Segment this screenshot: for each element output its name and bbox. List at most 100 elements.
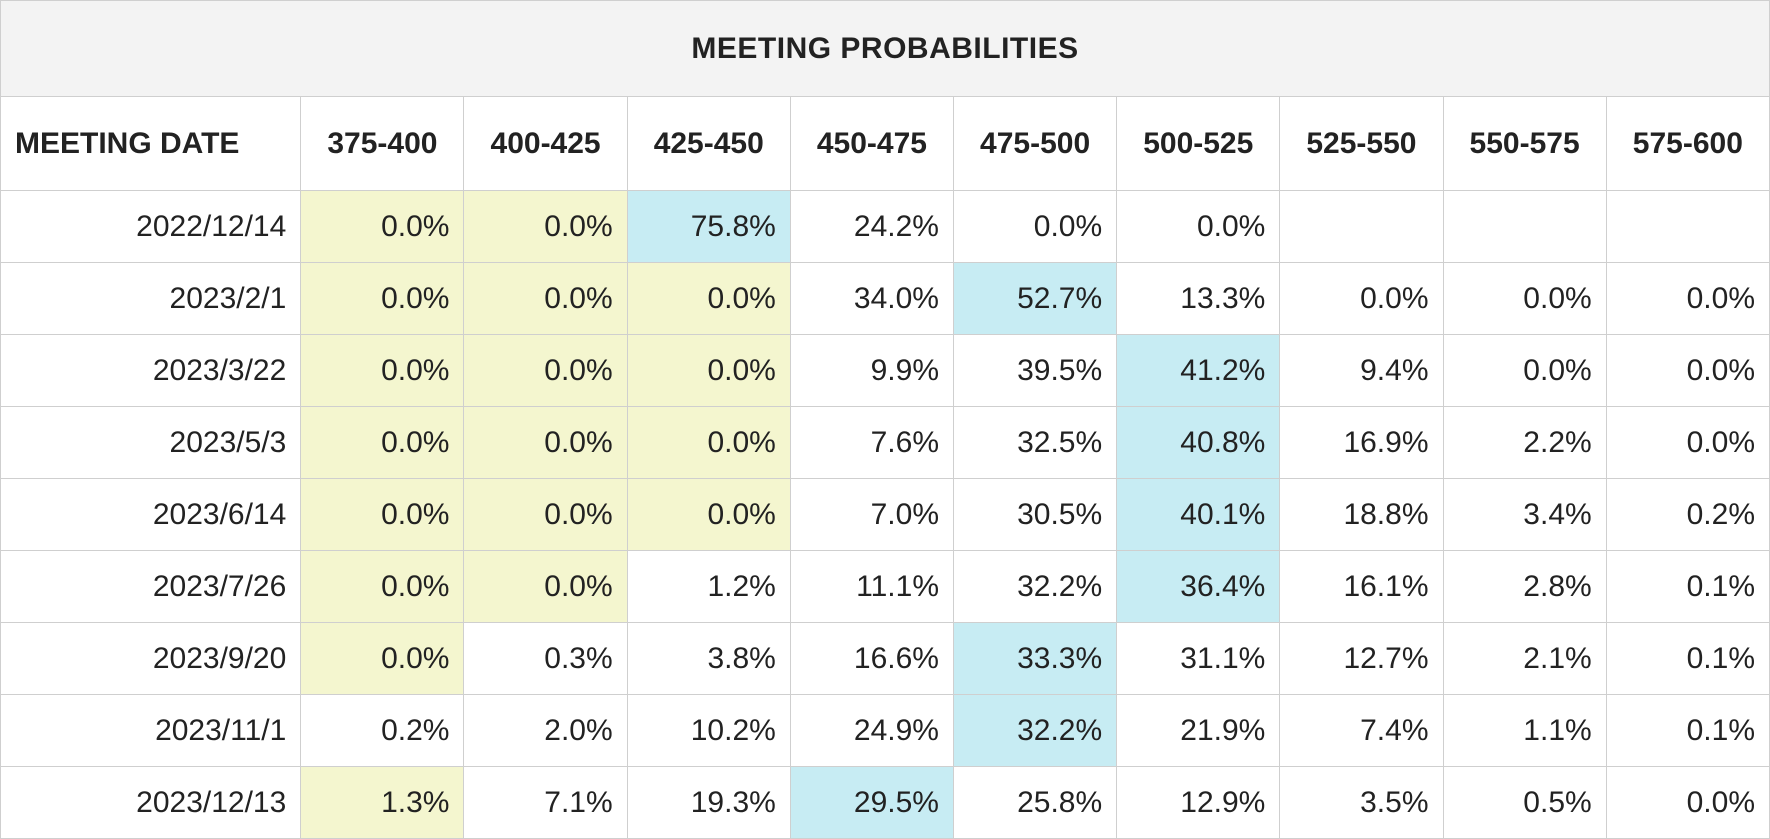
probability-cell: 0.1% — [1606, 623, 1769, 695]
probability-cell: 0.2% — [1606, 479, 1769, 551]
meeting-date-cell: 2023/6/14 — [1, 479, 301, 551]
column-header: 500-525 — [1117, 97, 1280, 191]
probability-cell: 29.5% — [790, 767, 953, 839]
probability-cell: 0.0% — [301, 551, 464, 623]
probability-cell: 1.1% — [1443, 695, 1606, 767]
probability-cell: 0.0% — [301, 623, 464, 695]
table-title: MEETING PROBABILITIES — [1, 1, 1770, 97]
column-header: 425-450 — [627, 97, 790, 191]
table-row: 2023/6/140.0%0.0%0.0%7.0%30.5%40.1%18.8%… — [1, 479, 1770, 551]
table-row: 2023/12/131.3%7.1%19.3%29.5%25.8%12.9%3.… — [1, 767, 1770, 839]
column-header: 400-425 — [464, 97, 627, 191]
column-header: 375-400 — [301, 97, 464, 191]
probability-cell: 16.6% — [790, 623, 953, 695]
probability-cell: 0.0% — [464, 263, 627, 335]
probability-cell: 40.1% — [1117, 479, 1280, 551]
probability-cell: 0.0% — [627, 335, 790, 407]
probability-cell: 1.2% — [627, 551, 790, 623]
probability-cell: 21.9% — [1117, 695, 1280, 767]
probability-cell: 25.8% — [954, 767, 1117, 839]
probability-cell: 0.0% — [1443, 263, 1606, 335]
table-body: 2022/12/140.0%0.0%75.8%24.2%0.0%0.0%2023… — [1, 191, 1770, 839]
column-header: 550-575 — [1443, 97, 1606, 191]
probability-cell: 0.0% — [301, 407, 464, 479]
probability-cell — [1606, 191, 1769, 263]
table-row: 2023/2/10.0%0.0%0.0%34.0%52.7%13.3%0.0%0… — [1, 263, 1770, 335]
meeting-date-cell: 2023/9/20 — [1, 623, 301, 695]
probability-cell: 0.2% — [301, 695, 464, 767]
probability-cell: 32.2% — [954, 695, 1117, 767]
probability-cell: 41.2% — [1117, 335, 1280, 407]
table-row: 2023/5/30.0%0.0%0.0%7.6%32.5%40.8%16.9%2… — [1, 407, 1770, 479]
probability-cell: 32.5% — [954, 407, 1117, 479]
meeting-date-cell: 2023/11/1 — [1, 695, 301, 767]
probability-cell: 0.0% — [464, 335, 627, 407]
probability-cell: 0.5% — [1443, 767, 1606, 839]
probability-cell: 30.5% — [954, 479, 1117, 551]
probability-cell: 0.1% — [1606, 695, 1769, 767]
probability-cell: 24.2% — [790, 191, 953, 263]
probability-cell: 0.0% — [627, 479, 790, 551]
probability-cell: 7.6% — [790, 407, 953, 479]
probability-cell: 7.4% — [1280, 695, 1443, 767]
meeting-probabilities-table: MEETING PROBABILITIES MEETING DATE 375-4… — [0, 0, 1770, 839]
probability-cell: 2.1% — [1443, 623, 1606, 695]
probability-cell: 0.0% — [1606, 335, 1769, 407]
probability-cell: 0.0% — [1117, 191, 1280, 263]
meeting-date-cell: 2022/12/14 — [1, 191, 301, 263]
probability-cell: 33.3% — [954, 623, 1117, 695]
probability-cell: 0.0% — [464, 407, 627, 479]
probability-cell: 16.9% — [1280, 407, 1443, 479]
table-row: 2023/7/260.0%0.0%1.2%11.1%32.2%36.4%16.1… — [1, 551, 1770, 623]
probability-cell: 0.1% — [1606, 551, 1769, 623]
probability-cell: 0.0% — [1280, 263, 1443, 335]
title-row: MEETING PROBABILITIES — [1, 1, 1770, 97]
probability-cell: 0.3% — [464, 623, 627, 695]
column-header: 475-500 — [954, 97, 1117, 191]
probability-cell: 10.2% — [627, 695, 790, 767]
probability-cell: 0.0% — [301, 335, 464, 407]
probability-cell: 3.8% — [627, 623, 790, 695]
probability-cell: 75.8% — [627, 191, 790, 263]
probability-cell: 18.8% — [1280, 479, 1443, 551]
meeting-date-cell: 2023/5/3 — [1, 407, 301, 479]
probability-cell — [1443, 191, 1606, 263]
meeting-date-cell: 2023/3/22 — [1, 335, 301, 407]
probability-cell: 0.0% — [627, 263, 790, 335]
probability-cell: 0.0% — [301, 263, 464, 335]
probability-cell: 9.9% — [790, 335, 953, 407]
probability-cell: 0.0% — [1606, 767, 1769, 839]
table-row: 2023/11/10.2%2.0%10.2%24.9%32.2%21.9%7.4… — [1, 695, 1770, 767]
probability-cell: 0.0% — [301, 191, 464, 263]
probability-cell: 52.7% — [954, 263, 1117, 335]
meeting-date-cell: 2023/12/13 — [1, 767, 301, 839]
probability-cell: 40.8% — [1117, 407, 1280, 479]
probability-cell: 12.9% — [1117, 767, 1280, 839]
column-header: 525-550 — [1280, 97, 1443, 191]
probability-cell: 0.0% — [1606, 263, 1769, 335]
probability-cell: 2.8% — [1443, 551, 1606, 623]
probability-cell: 1.3% — [301, 767, 464, 839]
probability-cell: 19.3% — [627, 767, 790, 839]
probability-cell: 0.0% — [464, 191, 627, 263]
probability-cell: 34.0% — [790, 263, 953, 335]
column-header: 575-600 — [1606, 97, 1769, 191]
column-header-row: MEETING DATE 375-400 400-425 425-450 450… — [1, 97, 1770, 191]
probability-cell: 36.4% — [1117, 551, 1280, 623]
probability-cell: 2.2% — [1443, 407, 1606, 479]
probability-cell: 11.1% — [790, 551, 953, 623]
probability-cell: 12.7% — [1280, 623, 1443, 695]
probability-cell — [1280, 191, 1443, 263]
meeting-date-cell: 2023/2/1 — [1, 263, 301, 335]
probability-cell: 3.5% — [1280, 767, 1443, 839]
table-row: 2023/9/200.0%0.3%3.8%16.6%33.3%31.1%12.7… — [1, 623, 1770, 695]
probability-cell: 31.1% — [1117, 623, 1280, 695]
probability-cell: 39.5% — [954, 335, 1117, 407]
probability-cell: 16.1% — [1280, 551, 1443, 623]
probability-cell: 0.0% — [954, 191, 1117, 263]
probability-cell: 32.2% — [954, 551, 1117, 623]
meeting-date-cell: 2023/7/26 — [1, 551, 301, 623]
probability-cell: 9.4% — [1280, 335, 1443, 407]
probability-cell: 3.4% — [1443, 479, 1606, 551]
probability-cell: 0.0% — [1443, 335, 1606, 407]
